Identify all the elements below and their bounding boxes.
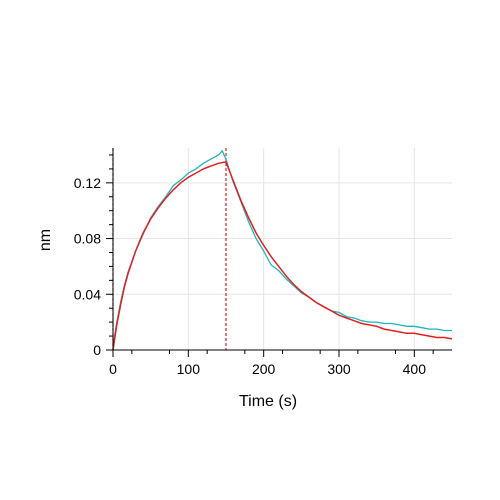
measured-data-line (112, 149, 452, 346)
y-tick-label: 0.08 (74, 231, 101, 247)
y-tick-label: 0 (93, 342, 101, 358)
fitted-curve-line (112, 161, 453, 351)
series-lines (112, 149, 453, 351)
x-tick-label: 400 (403, 361, 427, 377)
x-axis-title: Time (s) (239, 393, 297, 410)
x-tick-label: 100 (177, 361, 201, 377)
y-tick-label: 0.04 (74, 286, 101, 302)
x-tick-label: 200 (252, 361, 276, 377)
grid-lines (113, 148, 452, 350)
reference-lines (112, 148, 227, 350)
axes: 0 100 200 300 400 0 0.04 0.08 0.12 (74, 148, 452, 377)
x-tick-label: 0 (109, 361, 117, 377)
x-tick-label: 300 (327, 361, 351, 377)
y-axis-title: nm (37, 229, 54, 251)
y-tick-label: 0.12 (74, 175, 101, 191)
